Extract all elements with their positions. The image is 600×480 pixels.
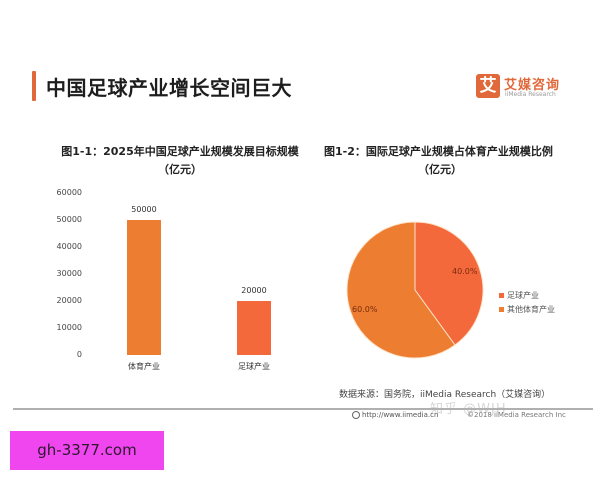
footer-url-link[interactable]: http://www.iimedia.cn — [362, 411, 439, 419]
pie-label-football: 40.0% — [452, 267, 478, 276]
y-tick: 60000 — [56, 188, 82, 197]
bar-chart-unit: （亿元） — [158, 163, 202, 176]
logo-name-en: iiMedia Research — [505, 91, 556, 98]
pie-slice-other-sports — [346, 221, 456, 359]
legend-swatch-icon — [499, 293, 504, 298]
globe-icon — [352, 411, 360, 419]
legend-swatch-icon — [499, 307, 504, 312]
pie-slice-football — [414, 221, 484, 346]
iimedia-logo: 艾 艾媒咨询 iiMedia Research — [476, 74, 576, 102]
legend-item-other-sports: 其他体育产业 — [499, 304, 555, 315]
logo-name-cn: 艾媒咨询 — [504, 78, 561, 93]
x-label: 足球产业 — [238, 362, 270, 371]
bar-value-label: 50000 — [131, 205, 157, 214]
title-accent-bar — [32, 71, 36, 101]
bar-chart-title: 图1-1：2025年中国足球产业规模发展目标规模 — [61, 145, 299, 158]
pie-chart-title: 图1-2：国际足球产业规模占体育产业规模比例 — [324, 145, 553, 158]
x-label: 体育产业 — [128, 362, 160, 371]
data-source: 数据来源：国务院，iiMedia Research（艾媒咨询） — [339, 390, 551, 400]
y-tick: 50000 — [56, 215, 82, 224]
y-tick: 10000 — [56, 323, 82, 332]
footer-copyright: ©2018 iiMedia Research Inc — [467, 411, 566, 419]
bar-football-industry — [237, 301, 271, 355]
legend-label: 其他体育产业 — [507, 305, 555, 314]
y-tick: 30000 — [56, 269, 82, 278]
bar-sports-industry — [127, 220, 161, 355]
footer-divider — [13, 408, 593, 410]
y-tick: 0 — [76, 350, 82, 359]
ad-banner-link[interactable]: gh-3377.com — [10, 431, 164, 470]
y-tick: 20000 — [56, 296, 82, 305]
legend-label: 足球产业 — [507, 291, 539, 300]
y-tick: 40000 — [56, 242, 82, 251]
bar-value-label: 20000 — [241, 286, 267, 295]
logo-mark-icon: 艾 — [476, 74, 500, 98]
page-title: 中国足球产业增长空间巨大 — [46, 76, 292, 100]
legend-item-football: 足球产业 — [499, 290, 539, 301]
pie-label-other: 60.0% — [352, 305, 378, 314]
pie-chart-unit: （亿元） — [418, 163, 462, 176]
pie-graphic — [346, 221, 484, 359]
